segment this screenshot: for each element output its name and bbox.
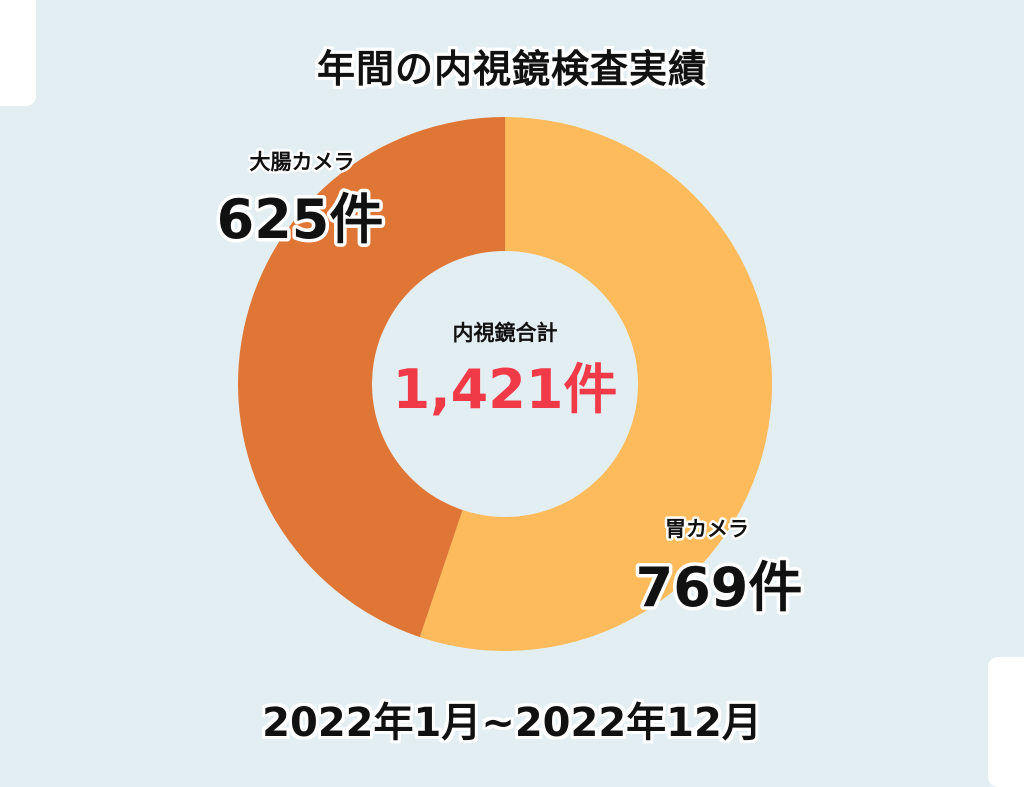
corner-card-top-left [0, 0, 36, 106]
period-label: 2022年1月~2022年12月 [262, 700, 762, 746]
value-label-stomach-camera: 769件 [636, 556, 803, 619]
corner-card-bottom-right [988, 657, 1024, 787]
slice-stomach-camera [419, 117, 773, 651]
center-label: 内視鏡合計 [453, 321, 558, 345]
value-label-colon-camera: 625件 [217, 188, 384, 251]
chart-title: 年間の内視鏡検査実績 [316, 47, 707, 91]
slice-colon-camera [238, 117, 505, 638]
center-total-value: 1,421件 [393, 358, 618, 421]
category-label-stomach-camera: 胃カメラ [665, 517, 749, 541]
category-label-colon-camera: 大腸カメラ [250, 150, 355, 174]
